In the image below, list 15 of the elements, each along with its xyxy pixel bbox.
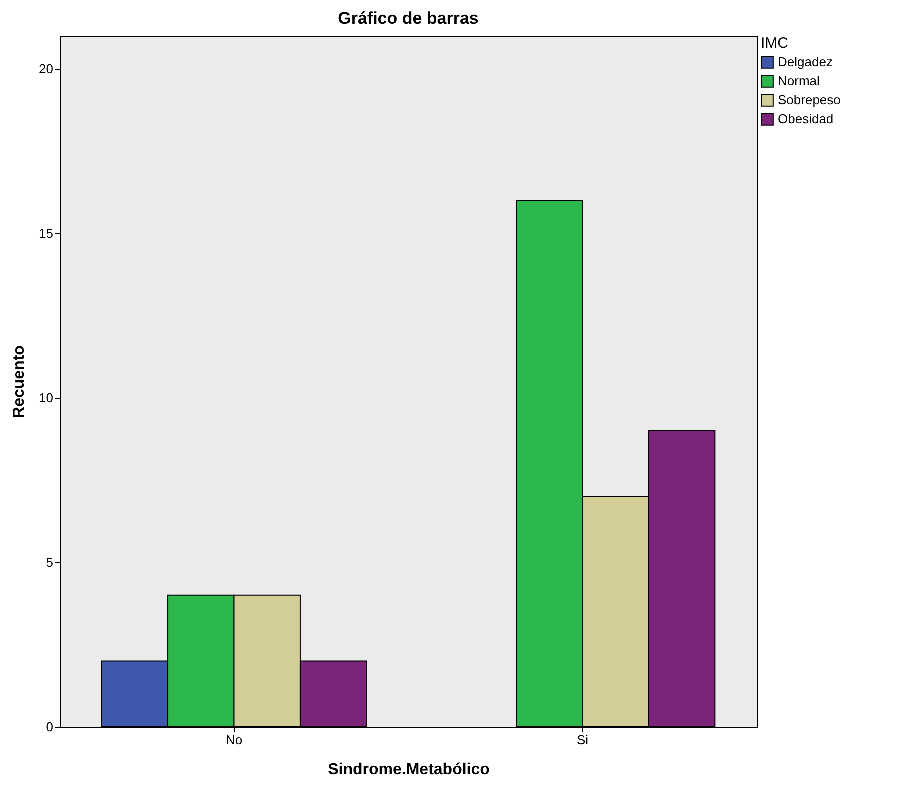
y-tick-label: 20 [39, 61, 54, 76]
y-tick-label: 15 [39, 226, 54, 241]
y-tick-label: 10 [39, 390, 54, 406]
x-tick-label: Si [576, 732, 589, 748]
y-tick-label: 5 [46, 554, 54, 570]
x-axis-title: Sindrome.Metabólico [328, 762, 490, 778]
y-tick-label: 0 [46, 720, 54, 734]
legend-label: Normal [778, 74, 820, 88]
legend-title: IMC [761, 35, 789, 52]
y-axis-title: Recuento [11, 345, 28, 418]
x-tick-label: No [226, 732, 243, 748]
chart-title: Gráfico de barras [338, 9, 479, 28]
legend-label: Delgadez [778, 54, 833, 70]
legend-label: Obesidad [778, 112, 834, 126]
legend-label: Sobrepeso [778, 92, 841, 108]
